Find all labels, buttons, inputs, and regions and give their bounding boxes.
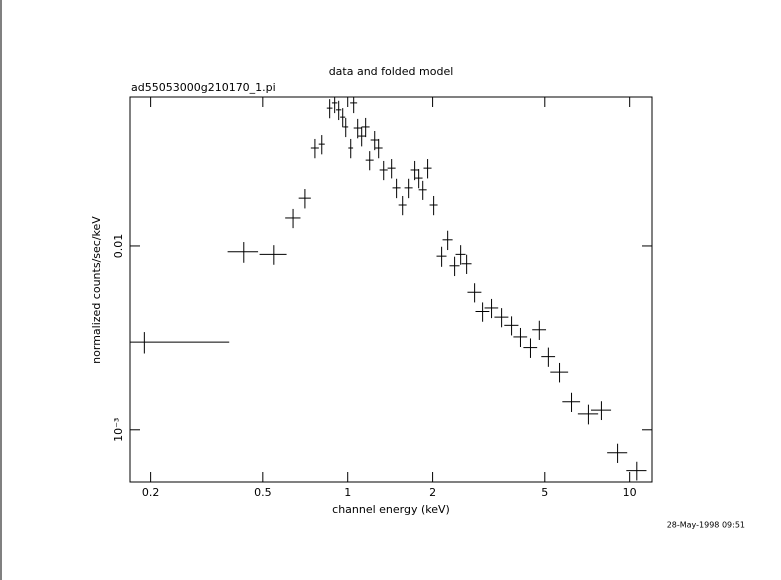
y-tick-label: 0.01 bbox=[112, 234, 125, 259]
y-axis-label: normalized counts/sec/keV bbox=[90, 216, 103, 364]
x-tick-label: 10 bbox=[623, 486, 637, 499]
x-tick-label: 0.2 bbox=[142, 486, 160, 499]
plot-area bbox=[130, 97, 647, 481]
timestamp: 28-May-1998 09:51 bbox=[667, 521, 745, 530]
x-axis-label: channel energy (keV) bbox=[332, 503, 450, 516]
y-tick-label: 10⁻³ bbox=[112, 418, 125, 442]
chart-subtitle: ad55053000g210170_1.pi bbox=[131, 81, 276, 94]
chart-title: data and folded model bbox=[329, 65, 454, 78]
x-tick-label: 0.5 bbox=[254, 486, 272, 499]
x-tick-label: 1 bbox=[344, 486, 351, 499]
plot-frame bbox=[129, 96, 653, 483]
x-tick-label: 5 bbox=[541, 486, 548, 499]
x-tick-label: 2 bbox=[429, 486, 436, 499]
